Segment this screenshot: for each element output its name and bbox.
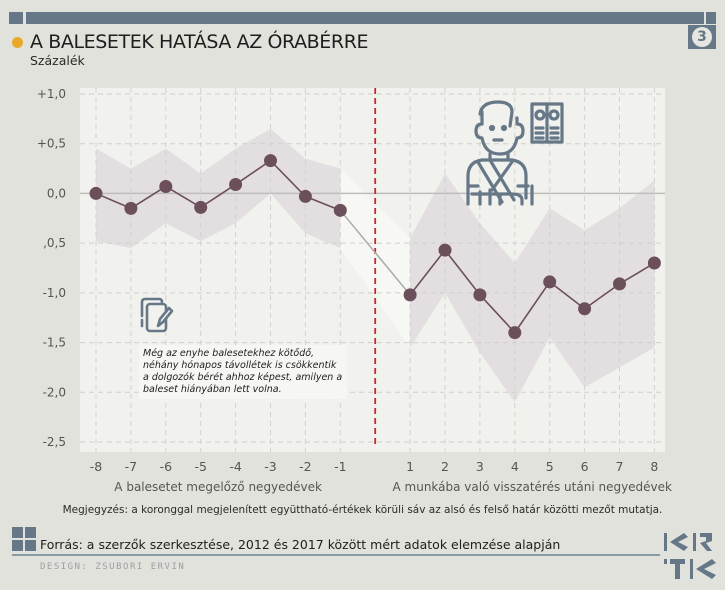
data-point: [403, 288, 417, 302]
notebook-pen-icon: [140, 297, 174, 333]
data-point: [473, 288, 487, 302]
design-credit: DESIGN: ZSUBORI ERVIN: [40, 562, 186, 572]
x-tick-label: 6: [581, 459, 589, 474]
x-tick-label: -6: [160, 459, 173, 474]
chart-note: Megjegyzés: a koronggal megjelenített eg…: [62, 504, 663, 516]
data-point: [89, 186, 103, 200]
line-chart: +1,0 +0,5 0,0 ,0,5 -1,0 -1,5 -2,0 -2,5 -8 -7 -6 -5 -…: [37, 87, 673, 494]
data-point: [264, 154, 277, 168]
x-tick-label: 2: [441, 459, 449, 474]
header-bar-end: [706, 12, 716, 24]
x-tick-label: -4: [229, 459, 242, 474]
x-tick-label: 7: [616, 459, 624, 474]
krtk-logo: [664, 533, 716, 579]
x-tick-label: 1: [406, 459, 414, 474]
x-tick-label: -3: [264, 459, 276, 474]
x-tick-label: -7: [125, 459, 137, 474]
x-tick-label: 4: [511, 459, 519, 474]
header-bar: [26, 12, 704, 24]
x-axis-label-after: A munkába való visszatérés utáni negyedé…: [393, 480, 673, 494]
connector-line: [339, 209, 411, 296]
chart-number-badge: 3: [692, 27, 712, 47]
chart-area: +1,0 +0,5 0,0 ,0,5 -1,0 -1,5 -2,0 -2,5 -8 -7 -6 -5 -…: [0, 80, 725, 500]
data-point: [613, 277, 626, 291]
y-tick-label: ,0,5: [43, 236, 66, 250]
y-tick-label: -2,0: [43, 385, 66, 399]
x-tick-label: -1: [334, 459, 346, 474]
y-tick-label: -1,0: [43, 286, 66, 300]
header-bar-segment: [9, 12, 23, 24]
x-tick-label: 8: [650, 459, 658, 474]
y-tick-label: 0,0: [47, 186, 66, 200]
x-tick-label: -2: [299, 459, 311, 474]
series-line-after: [409, 248, 655, 334]
series-line-before: [95, 159, 341, 212]
data-point: [159, 179, 173, 193]
source-text: Forrás: a szerzők szerkesztése, 2012 és …: [40, 537, 561, 552]
y-tick-label: +1,0: [37, 87, 66, 101]
x-tick-label: -5: [194, 459, 206, 474]
grid-squares-icon: [12, 527, 36, 551]
annotation-callout: Még az enyhe balesetekhez kötődő, néhány…: [139, 345, 347, 399]
footer-divider: [12, 554, 660, 556]
x-tick-label: 5: [546, 459, 554, 474]
data-point: [333, 203, 347, 217]
chart-title: A BALESETEK HATÁSA AZ ÓRABÉRRE: [30, 31, 369, 53]
injured-worker-money-icon: [466, 100, 564, 206]
data-point: [543, 275, 557, 289]
data-point: [508, 326, 522, 340]
data-point: [647, 256, 661, 270]
y-tick-label: -2,5: [43, 435, 66, 449]
y-tick-label: -1,5: [43, 336, 66, 350]
data-point: [229, 177, 243, 191]
data-point: [438, 243, 452, 257]
data-point: [194, 200, 208, 214]
data-point: [298, 189, 312, 203]
x-tick-label: 3: [476, 459, 484, 474]
title-bullet-icon: [12, 37, 23, 48]
data-point: [578, 302, 592, 316]
confidence-band-before: [96, 128, 341, 249]
x-tick-label: -8: [90, 459, 103, 474]
y-tick-label: +0,5: [37, 137, 66, 151]
x-axis-label-before: A balesetet megelőző negyedévek: [114, 480, 322, 494]
confidence-band-after: [410, 173, 655, 403]
data-point: [124, 201, 138, 215]
chart-unit-label: Százalék: [30, 53, 85, 68]
